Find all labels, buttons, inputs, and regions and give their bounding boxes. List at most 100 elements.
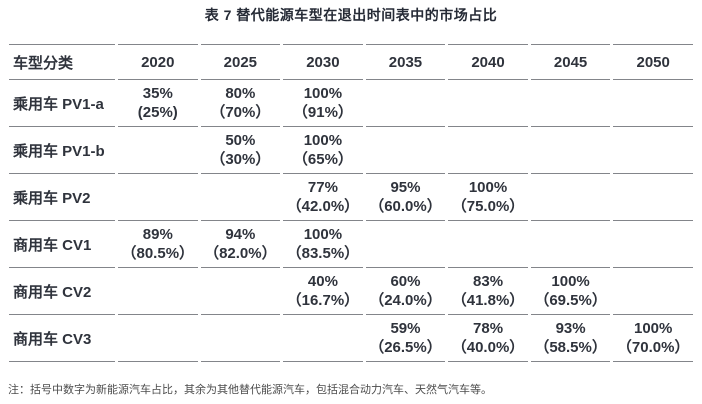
value-cell: 100% （83.5%）	[283, 221, 363, 268]
row-label: 乘用车 PV2	[9, 174, 115, 221]
value-cell	[448, 127, 528, 174]
value-main: 35%	[142, 85, 173, 102]
row-label: 商用车 CV1	[9, 221, 115, 268]
value-main: 95%	[390, 179, 421, 196]
table-row: 商用车 CV2 40% （16.7%） 60% （24.0%） 83% （41.8%） 100…	[9, 268, 693, 315]
value-cell	[613, 221, 693, 268]
value-cell	[365, 80, 446, 127]
value-cell: 100% （70.0%）	[613, 315, 693, 362]
value-main: 100%	[468, 179, 508, 196]
value-cell: 94% （82.0%）	[200, 221, 281, 268]
column-header-year: 2030	[283, 44, 363, 80]
row-label: 商用车 CV3	[9, 315, 115, 362]
value-cell	[118, 174, 198, 221]
value-sub: （83.5%）	[286, 245, 360, 262]
value-cell: 60% （24.0%）	[365, 268, 446, 315]
value-main: 77%	[307, 179, 338, 196]
value-sub: （70%）	[210, 104, 271, 121]
value-cell	[530, 221, 611, 268]
header-row: 车型分类 2020 2025 2030 2035 2040 2045 2050	[9, 44, 693, 80]
value-main: 100%	[551, 273, 590, 290]
value-sub: （75.0%）	[451, 198, 525, 215]
column-header-year: 2045	[530, 44, 611, 80]
value-main: 100%	[303, 226, 343, 243]
table-body: 乘用车 PV1-a 35% (25%) 80% （70%） 100% （91%） 乘用车 PV…	[9, 80, 693, 362]
table-row: 乘用车 PV1-a 35% (25%) 80% （70%） 100% （91%）	[9, 80, 693, 127]
value-sub: （16.7%）	[286, 292, 360, 309]
value-cell	[613, 127, 693, 174]
value-sub: （80.5%）	[121, 245, 195, 262]
value-sub: （42.0%）	[286, 198, 360, 215]
value-sub: （70.0%）	[616, 339, 690, 356]
value-cell	[613, 80, 693, 127]
value-cell	[118, 268, 198, 315]
value-cell	[200, 268, 281, 315]
table-footnote: 注：括号中数字为新能源汽车占比，其余为其他替代能源汽车，包括混合动力汽车、天然气…	[8, 384, 492, 396]
value-cell: 59% （26.5%）	[365, 315, 446, 362]
market-share-table: 车型分类 2020 2025 2030 2035 2040 2045 2050 乘用车 PV1…	[6, 44, 696, 362]
value-main: 89%	[142, 226, 173, 243]
value-cell	[200, 315, 281, 362]
value-sub: (25%)	[137, 104, 178, 121]
value-cell: 50% （30%）	[200, 127, 281, 174]
value-cell: 100% （91%）	[283, 80, 363, 127]
value-sub: （41.8%）	[451, 292, 525, 309]
value-sub: （26.5%）	[369, 339, 442, 356]
value-sub: （60.0%）	[369, 198, 442, 215]
value-main: 100%	[303, 132, 343, 149]
value-main: 93%	[555, 320, 586, 337]
value-main: 83%	[473, 273, 504, 290]
row-label: 乘用车 PV1-a	[9, 80, 115, 127]
column-header-year: 2040	[448, 44, 528, 80]
value-sub: （24.0%）	[369, 292, 442, 309]
column-header-category: 车型分类	[9, 44, 115, 80]
value-main: 100%	[634, 320, 673, 337]
value-cell	[613, 268, 693, 315]
value-cell: 89% （80.5%）	[118, 221, 198, 268]
table-title: 表 7 替代能源车型在退出时间表中的市场占比	[204, 7, 498, 23]
value-sub: （69.5%）	[534, 292, 607, 309]
value-main: 59%	[390, 320, 421, 337]
table-row: 商用车 CV3 59% （26.5%） 78% （40.0%） 93% （58.5%） 100…	[9, 315, 693, 362]
value-cell: 100% （75.0%）	[448, 174, 528, 221]
value-cell	[365, 221, 446, 268]
value-sub: （30%）	[210, 151, 271, 168]
value-cell: 83% （41.8%）	[448, 268, 528, 315]
value-cell	[118, 315, 198, 362]
value-sub: （82.0%）	[204, 245, 277, 262]
value-sub: （65%）	[292, 151, 353, 168]
value-cell	[613, 174, 693, 221]
value-main: 80%	[225, 85, 256, 102]
value-cell: 78% （40.0%）	[448, 315, 528, 362]
value-cell	[530, 127, 611, 174]
value-cell	[530, 80, 611, 127]
value-cell	[200, 174, 281, 221]
value-main: 50%	[225, 132, 256, 149]
value-cell	[365, 127, 446, 174]
value-cell	[530, 174, 611, 221]
value-cell: 40% （16.7%）	[283, 268, 363, 315]
row-label: 商用车 CV2	[9, 268, 115, 315]
table-row: 乘用车 PV2 77% （42.0%） 95% （60.0%） 100% （75.0%）	[9, 174, 693, 221]
value-cell	[118, 127, 198, 174]
value-cell	[448, 80, 528, 127]
column-header-year: 2020	[118, 44, 198, 80]
value-cell	[448, 221, 528, 268]
value-main: 40%	[307, 273, 338, 290]
value-main: 94%	[225, 226, 256, 243]
table-row: 乘用车 PV1-b 50% （30%） 100% （65%）	[9, 127, 693, 174]
row-label: 乘用车 PV1-b	[9, 127, 115, 174]
value-cell: 93% （58.5%）	[530, 315, 611, 362]
value-cell	[283, 315, 363, 362]
table-head: 车型分类 2020 2025 2030 2035 2040 2045 2050	[9, 44, 693, 80]
column-header-year: 2025	[200, 44, 281, 80]
value-cell: 100% （69.5%）	[530, 268, 611, 315]
value-cell: 80% （70%）	[200, 80, 281, 127]
value-sub: （40.0%）	[451, 339, 525, 356]
value-sub: （91%）	[292, 104, 353, 121]
value-main: 78%	[473, 320, 504, 337]
value-cell: 100% （65%）	[283, 127, 363, 174]
table-row: 商用车 CV1 89% （80.5%） 94% （82.0%） 100% （83.5%）	[9, 221, 693, 268]
column-header-year: 2050	[613, 44, 693, 80]
